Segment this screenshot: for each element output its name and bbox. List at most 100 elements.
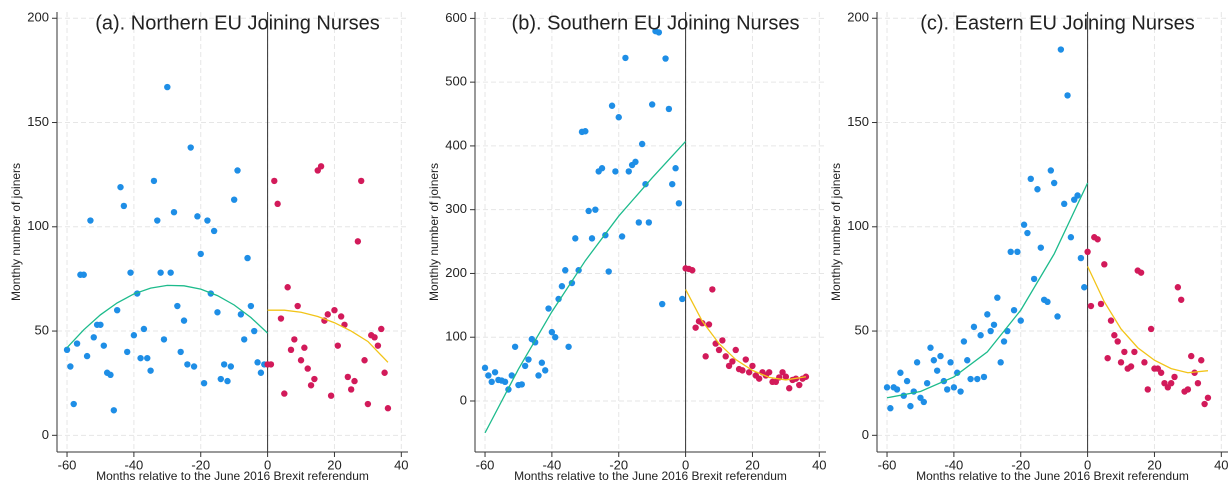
point <box>598 165 606 172</box>
point <box>1167 379 1175 387</box>
point <box>642 180 649 188</box>
point <box>1064 92 1071 99</box>
point <box>1171 373 1178 381</box>
point <box>562 267 569 274</box>
point <box>234 167 241 174</box>
point <box>197 250 204 258</box>
point <box>675 200 683 207</box>
y-tick-label: 100 <box>445 329 467 344</box>
point <box>107 371 114 379</box>
y-tick-label: 500 <box>445 74 467 89</box>
point <box>545 305 552 312</box>
point <box>612 168 619 175</box>
point <box>907 402 914 410</box>
point <box>73 340 81 347</box>
point <box>588 235 596 242</box>
x-tick-label: 20 <box>1147 457 1161 472</box>
y-tick-label: 0 <box>42 427 49 442</box>
point <box>294 302 301 310</box>
y-tick-label: 150 <box>27 114 49 129</box>
point <box>327 392 335 399</box>
point <box>1174 284 1182 291</box>
y-tick-label: 200 <box>847 10 869 25</box>
point <box>1037 244 1045 251</box>
point <box>70 400 77 408</box>
fit-line <box>685 289 807 381</box>
point <box>83 352 91 360</box>
point <box>90 334 97 341</box>
point <box>384 405 392 412</box>
point <box>1121 348 1128 356</box>
point <box>204 217 211 224</box>
point <box>1014 248 1021 256</box>
point <box>501 378 509 386</box>
y-axis-label: Monthly number of joiners <box>9 163 23 301</box>
point <box>565 343 572 350</box>
point <box>927 344 934 351</box>
point <box>267 361 275 368</box>
point <box>364 400 372 408</box>
point <box>220 361 228 368</box>
point <box>967 375 974 383</box>
point <box>1204 394 1212 401</box>
point <box>481 364 489 372</box>
point <box>883 384 891 391</box>
x-axis-label: Months relative to the June 2016 Brexit … <box>514 469 787 483</box>
x-tick-label: -20 <box>1011 457 1030 472</box>
point <box>144 354 151 362</box>
point <box>110 407 118 414</box>
point <box>679 295 686 303</box>
point <box>291 336 298 343</box>
point <box>987 327 994 335</box>
point <box>974 375 981 383</box>
point <box>1081 284 1088 291</box>
point <box>947 359 954 366</box>
point <box>297 357 305 364</box>
point <box>994 294 1001 301</box>
point <box>980 373 988 381</box>
point <box>154 217 161 224</box>
point <box>491 369 499 376</box>
x-tick-label: -20 <box>191 457 210 472</box>
point <box>802 373 810 380</box>
point <box>187 144 194 151</box>
point <box>160 336 168 343</box>
point <box>1114 338 1121 345</box>
point <box>230 196 238 203</box>
point <box>538 359 546 366</box>
point <box>488 378 495 386</box>
point <box>944 386 951 393</box>
point <box>1034 186 1041 193</box>
point <box>1084 248 1091 256</box>
point <box>558 283 566 290</box>
point <box>725 362 733 370</box>
point <box>244 254 251 262</box>
point <box>224 377 231 385</box>
point <box>331 306 338 314</box>
point <box>1201 400 1208 408</box>
point <box>247 302 255 310</box>
point <box>1067 234 1075 241</box>
point <box>237 311 245 318</box>
point <box>615 114 622 121</box>
point <box>1074 192 1081 199</box>
y-tick-label: 600 <box>445 10 467 25</box>
point <box>950 384 958 391</box>
point <box>930 357 938 364</box>
point <box>485 372 492 379</box>
point <box>174 302 181 310</box>
point <box>635 219 642 226</box>
x-tick-label: -40 <box>944 457 963 472</box>
point <box>779 369 786 376</box>
point <box>287 346 295 354</box>
point <box>304 365 311 372</box>
point <box>1087 302 1095 310</box>
point <box>605 268 612 275</box>
point <box>374 342 382 349</box>
x-tick-label: 0 <box>1084 457 1091 472</box>
point <box>964 357 971 364</box>
point <box>177 348 184 356</box>
point <box>1141 359 1148 366</box>
point <box>1111 332 1118 339</box>
point <box>742 356 749 363</box>
